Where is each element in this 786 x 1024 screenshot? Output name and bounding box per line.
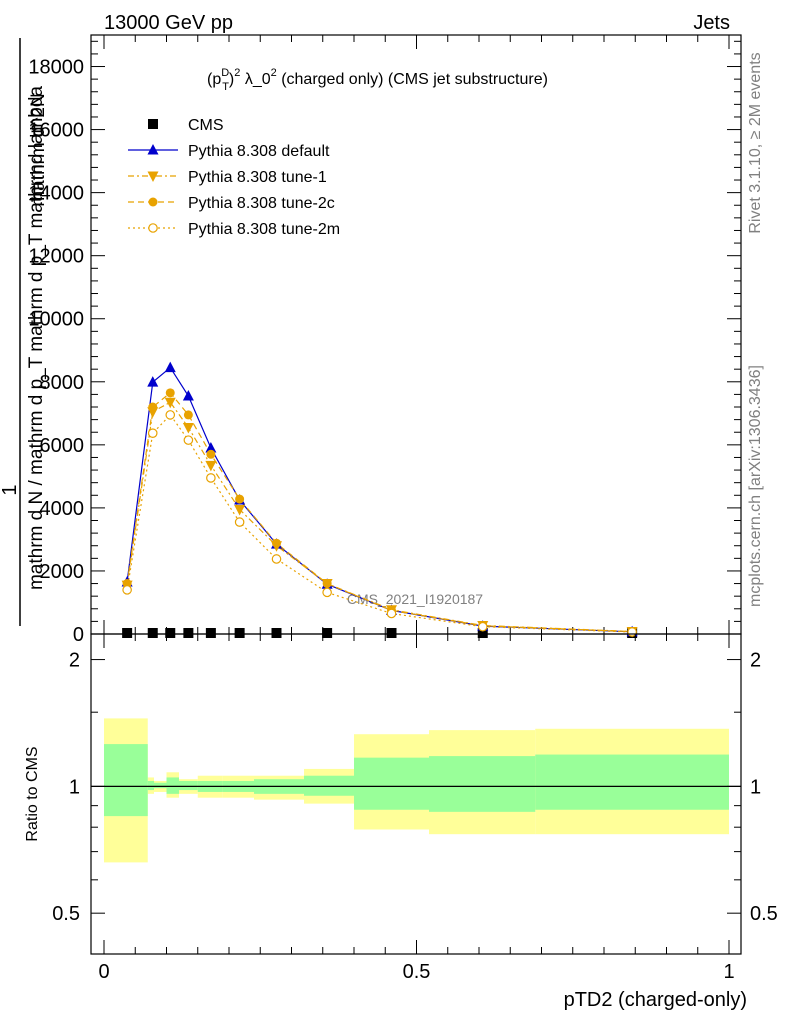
mcplots-label: mcplots.cern.ch [arXiv:1306.3436] xyxy=(747,365,764,607)
ratio-inner-band-bin xyxy=(304,775,354,796)
data-point-1 xyxy=(147,376,159,387)
legend: CMS Pythia 8.308 default Pythia 8.308 tune… xyxy=(128,117,340,238)
data-point-0 xyxy=(322,628,333,638)
data-point-4 xyxy=(477,621,488,632)
main-x-axis-ticks xyxy=(103,35,730,634)
y-tick-label: 2000 xyxy=(40,561,85,583)
series-line-3 xyxy=(126,391,633,633)
main-panel: 0 2000 4000 6000 8000 10000 12000 14000 16000 180… xyxy=(28,34,742,646)
y-tick-label: 16000 xyxy=(28,120,84,142)
data-point-0 xyxy=(477,628,488,638)
ratio-inner-band-bin xyxy=(104,744,148,817)
data-point-0 xyxy=(234,628,245,638)
ratio-inner-band-bin xyxy=(147,780,154,791)
data-point-3 xyxy=(148,402,158,412)
ratio-inner-band-bin xyxy=(154,782,167,789)
ratio-bands xyxy=(104,718,729,863)
legend-label: Pythia 8.308 default xyxy=(188,143,330,160)
y-tick-label: 0 xyxy=(73,624,84,646)
y-label-one: 1 xyxy=(0,484,21,495)
legend-marker xyxy=(148,119,158,129)
ratio-y-tick-label-right: 1 xyxy=(750,776,761,798)
y-tick-label: 18000 xyxy=(28,57,84,79)
data-point-1 xyxy=(205,441,217,453)
data-point-1 xyxy=(182,389,194,401)
ratio-y-tick-label: 2 xyxy=(69,650,80,672)
ratio-y-tick-label-right: 2 xyxy=(750,650,761,672)
main-y-axis: 0 2000 4000 6000 8000 10000 12000 14000 16000 180… xyxy=(28,40,741,646)
legend-marker xyxy=(147,171,159,182)
y-tick-label: 14000 xyxy=(28,183,84,205)
ratio-y-label: Ratio to CMS xyxy=(24,746,41,841)
data-point-0 xyxy=(386,628,397,638)
y-label-denominator: mathrm d N / mathrm d p_T mathrm d p_T m… xyxy=(26,86,47,590)
series-markers xyxy=(121,361,638,638)
data-point-2 xyxy=(182,423,194,434)
data-point-4 xyxy=(122,585,132,595)
data-point-2 xyxy=(205,460,217,472)
data-point-4 xyxy=(206,473,216,483)
y-tick-label: 4000 xyxy=(40,498,85,520)
x-axis-label: pTD2 (charged-only) xyxy=(564,989,747,1011)
legend-marker xyxy=(147,144,159,155)
legend-label: Pythia 8.308 tune-2m xyxy=(188,221,340,238)
data-point-3 xyxy=(183,410,193,420)
data-point-3 xyxy=(206,449,216,459)
analysis-group-label: Jets xyxy=(693,12,730,34)
ratio-y-tick-label: 1 xyxy=(69,776,80,798)
data-point-0 xyxy=(183,628,194,638)
ratio-inner-band-bin xyxy=(429,756,536,812)
data-point-4 xyxy=(183,435,194,445)
legend-marker xyxy=(148,223,158,233)
analysis-watermark: CMS_2021_I1920187 xyxy=(347,591,483,607)
legend-label: CMS xyxy=(188,117,224,134)
data-point-0 xyxy=(271,628,282,638)
x-tick-label: 0.5 xyxy=(403,961,431,983)
x-tick-label: 0 xyxy=(98,961,109,983)
y-tick-label: 6000 xyxy=(40,435,85,457)
legend-label: Pythia 8.308 tune-1 xyxy=(188,169,327,186)
data-point-1 xyxy=(164,361,176,373)
y-tick-label: 8000 xyxy=(40,372,85,394)
plot-title: (pD T)2 λ_02 (charged only) (CMS jet subs… xyxy=(207,67,548,93)
data-point-0 xyxy=(205,628,216,638)
ratio-inner-band-bin xyxy=(166,777,179,794)
data-point-3 xyxy=(272,538,281,548)
y-tick-label: 10000 xyxy=(28,309,84,331)
x-tick-label: 1 xyxy=(723,961,734,983)
legend-marker xyxy=(148,197,158,207)
ratio-inner-band-bin xyxy=(535,754,729,810)
data-point-2 xyxy=(164,397,176,409)
process-label: 13000 GeV pp xyxy=(104,12,233,34)
ratio-inner-band-bin xyxy=(354,757,429,810)
ratio-inner-band-bin xyxy=(179,780,198,791)
data-point-3 xyxy=(165,388,175,398)
data-point-2 xyxy=(234,504,246,516)
data-point-4 xyxy=(165,410,176,420)
data-point-0 xyxy=(165,628,176,638)
data-point-4 xyxy=(271,554,282,564)
data-point-0 xyxy=(147,628,158,638)
data-point-4 xyxy=(147,428,158,438)
ratio-y-tick-label: 0.5 xyxy=(52,903,80,925)
y-tick-label: 12000 xyxy=(28,246,84,268)
x-axis: 0 0.5 1 xyxy=(98,634,735,983)
legend-label: Pythia 8.308 tune-2c xyxy=(188,195,335,212)
data-point-3 xyxy=(322,579,332,589)
data-point-4 xyxy=(322,587,332,598)
data-point-4 xyxy=(234,517,245,527)
data-point-0 xyxy=(122,628,133,638)
ratio-y-axis: 0.5 0.5 1 1 2 2 xyxy=(52,650,778,926)
data-point-4 xyxy=(386,608,397,619)
ratio-y-tick-label-right: 0.5 xyxy=(750,903,778,925)
ratio-panel: 0.5 0.51 12 2 0 0.5 1 Ratio to CMS xyxy=(24,633,778,983)
rivet-version-label: Rivet 3.1.10, ≥ 2M events xyxy=(747,52,764,233)
data-point-3 xyxy=(235,494,245,504)
y-label-numerator: mathrm d^2N xyxy=(28,93,49,206)
main-y-axis-label: 1 mathrm d N / mathrm d p_T mathrm d p_T… xyxy=(0,38,49,626)
